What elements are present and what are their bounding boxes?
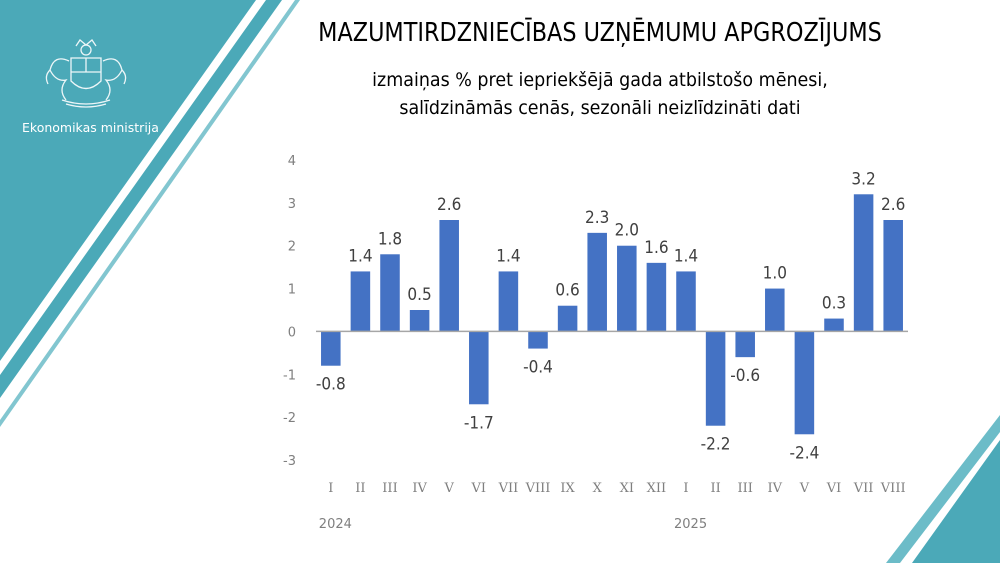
retail-turnover-bar-chart: 4 3 2 1 0 -1 -2 -3 -0.8 1.4 1.8 0.5 2.6 -1.7 1.4 -0.4 0…	[283, 154, 908, 532]
data-label: -2.2	[701, 434, 731, 454]
x-tick-label: IV	[412, 481, 427, 496]
bar	[646, 262, 667, 332]
data-label: -2.4	[789, 443, 819, 463]
x-tick-label: VIII	[880, 481, 906, 496]
bar	[587, 232, 607, 332]
data-label: 1.8	[378, 229, 402, 249]
bar	[528, 331, 548, 349]
chart-subtitle: izmaiņas % pret iepriekšējā gada atbilst…	[296, 66, 903, 122]
x-tick-label: I	[328, 481, 333, 496]
data-label: 2.0	[615, 220, 639, 240]
bar	[705, 331, 726, 426]
bar	[883, 220, 903, 332]
y-tick-label: -2	[283, 411, 296, 426]
data-label: -0.6	[730, 365, 760, 385]
right-teal-corner-light	[886, 415, 1000, 563]
x-tick-label: XI	[620, 481, 634, 496]
x-tick-label: III	[737, 481, 752, 496]
x-tick-label: XII	[647, 481, 667, 496]
latvia-coat-of-arms-icon	[45, 39, 127, 108]
x-axis-ticks: I II III IV V VI VII VIII IX X XI XII I II III IV V VI VII…	[328, 481, 905, 496]
subtitle-line-1: izmaiņas % pret iepriekšējā gada atbilst…	[372, 69, 828, 91]
x-tick-label: VIII	[525, 481, 551, 496]
bar	[557, 305, 578, 332]
data-label: 2.3	[585, 207, 609, 227]
x-tick-label: X	[593, 481, 603, 496]
data-label: 1.6	[644, 237, 668, 257]
right-teal-corner	[912, 440, 1000, 563]
x-tick-label: III	[382, 481, 397, 496]
data-label: 2.6	[437, 194, 461, 214]
data-label: 0.6	[555, 280, 579, 300]
page-title: MAZUMTIRDZNIECĪBAS UZŅĒMUMU APGROZĪJUMS	[318, 18, 882, 48]
year-label: 2025	[674, 517, 707, 532]
bar	[794, 331, 815, 435]
year-labels: 2024 2025	[319, 517, 707, 532]
x-tick-label: I	[683, 481, 688, 496]
y-tick-label: 4	[288, 154, 296, 169]
bar	[824, 318, 844, 332]
y-tick-label: 2	[288, 240, 296, 255]
y-tick-label: 3	[288, 197, 296, 212]
bar	[498, 271, 519, 332]
bar	[765, 288, 785, 332]
bar	[380, 254, 400, 332]
bar	[617, 245, 637, 332]
bar	[853, 194, 874, 332]
left-teal-lower	[0, 0, 300, 427]
x-tick-label: VII	[498, 481, 519, 496]
y-axis-ticks: 4 3 2 1 0 -1 -2 -3	[283, 154, 296, 469]
bar	[676, 271, 696, 332]
y-tick-label: -1	[283, 368, 296, 383]
data-label: 3.2	[851, 169, 875, 189]
x-tick-label: IX	[560, 481, 575, 496]
data-label: -1.7	[464, 413, 494, 433]
data-label: 1.0	[763, 263, 787, 283]
x-tick-label: V	[799, 481, 810, 496]
data-label: 1.4	[674, 246, 698, 266]
x-tick-label: VII	[853, 481, 874, 496]
data-labels: -0.8 1.4 1.8 0.5 2.6 -1.7 1.4 -0.4 0.6 2.3 2.01.6 1…	[316, 169, 905, 463]
bar	[409, 310, 430, 332]
data-label: 1.4	[496, 246, 520, 266]
data-label: -0.4	[523, 357, 553, 377]
data-label: -0.8	[316, 374, 346, 394]
bar	[735, 331, 755, 358]
data-label: 2.6	[881, 194, 905, 214]
bars	[321, 194, 903, 435]
x-tick-label: VI	[826, 481, 842, 496]
bar	[469, 331, 489, 405]
left-teal-stripe	[0, 0, 266, 375]
x-tick-label: II	[355, 481, 365, 496]
x-tick-label: VI	[471, 481, 487, 496]
data-label: 1.4	[348, 246, 372, 266]
data-label: 0.3	[822, 293, 846, 313]
bar	[439, 220, 459, 332]
year-label: 2024	[319, 517, 352, 532]
x-tick-label: II	[710, 481, 720, 496]
ministry-name: Ekonomikas ministrija	[22, 120, 159, 135]
x-tick-label: V	[444, 481, 455, 496]
bar	[321, 331, 341, 366]
y-tick-label: -3	[283, 454, 296, 469]
left-teal-panel	[0, 0, 282, 398]
subtitle-line-2: salīdzināmās cenās, sezonāli neizlīdzinā…	[399, 97, 801, 119]
bar	[350, 271, 371, 332]
y-tick-label: 1	[288, 283, 296, 298]
data-label: 0.5	[407, 284, 431, 304]
y-tick-label: 0	[288, 325, 296, 340]
x-tick-label: IV	[768, 481, 783, 496]
